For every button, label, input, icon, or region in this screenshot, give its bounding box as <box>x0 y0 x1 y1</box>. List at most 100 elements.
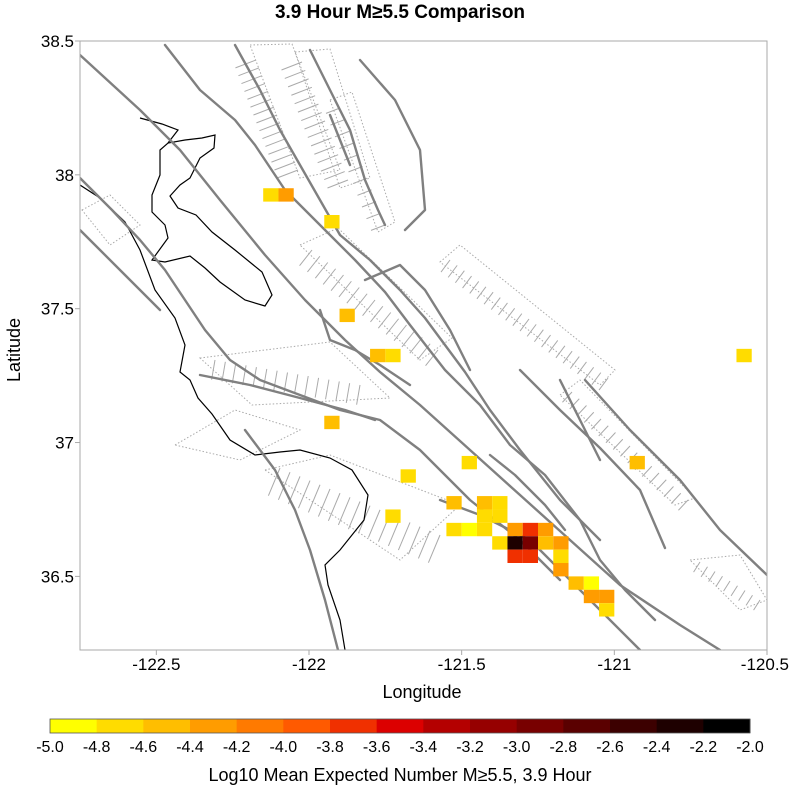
forecast-cell <box>522 522 538 537</box>
forecast-cell <box>492 509 508 523</box>
colorbar-tick-label: -2.8 <box>550 739 578 756</box>
forecast-cell <box>339 308 355 323</box>
hatch-north-2 <box>281 61 349 189</box>
forecast-cell <box>461 455 477 470</box>
forecast-cell <box>599 603 615 617</box>
forecast-cell <box>446 522 462 537</box>
hatch-mark <box>476 286 487 300</box>
hatch-mark <box>274 161 296 171</box>
plot-background <box>80 41 767 650</box>
fault-zone-santa-cruz <box>173 409 302 461</box>
hatch-mark <box>738 590 746 601</box>
hatch-mark <box>327 492 341 521</box>
forecast-cell <box>553 563 569 577</box>
hatch-mark <box>708 571 716 582</box>
forecast-cell <box>553 536 569 550</box>
hatch-mark <box>307 255 321 273</box>
hatch-mark <box>583 411 595 423</box>
hatch-southeast <box>693 561 761 611</box>
hatch-mark <box>267 467 281 496</box>
hatch-mark <box>277 169 299 179</box>
fault-zone-north-1 <box>249 43 341 179</box>
colorbar-swatch <box>656 719 704 733</box>
fault-greenville <box>358 58 427 232</box>
hatch-mark <box>293 374 299 395</box>
hatch-mark <box>287 78 309 88</box>
hatch-mark <box>598 377 609 391</box>
forecast-cell <box>476 496 493 510</box>
colorbar-swatch <box>236 719 284 733</box>
forecast-cell <box>629 455 645 470</box>
fault-monterey-bay <box>80 228 162 312</box>
hatch-mark <box>221 361 226 382</box>
hatch-mark <box>366 212 381 220</box>
colorbar-swatch <box>563 719 611 733</box>
colorbar-tick-label: -2.4 <box>643 739 671 756</box>
hatch-mark <box>584 366 595 380</box>
hatch-mark <box>417 530 431 559</box>
colorbar-swatch <box>376 719 424 733</box>
hatch-mark <box>663 486 674 498</box>
hatch-mark <box>577 361 587 375</box>
hatch-mark <box>407 526 421 555</box>
colorbar-tick-label: -5.0 <box>36 739 64 756</box>
hatch-mark <box>271 153 293 163</box>
hatch-mark <box>427 534 441 563</box>
coastline-outer <box>80 184 369 650</box>
y-axis-label: Latitude <box>4 318 24 382</box>
forecast-cell <box>507 522 523 537</box>
hatch-mark <box>440 259 451 273</box>
hatch-mark <box>693 561 701 573</box>
hatch-mark <box>330 274 344 291</box>
hatch-mark <box>620 445 631 457</box>
hatch-mark <box>327 179 349 189</box>
hatch-mark <box>356 384 361 405</box>
colorbar <box>49 718 751 734</box>
forecast-cell <box>324 415 340 430</box>
hatch-mark <box>512 313 523 326</box>
colorbar-ticks: -5.0 -4.8 -4.6 -4.4 -4.2 -4.0 -3.8 -3.6 -3.4 -3.2… <box>36 739 764 756</box>
hatch-mark <box>555 345 566 359</box>
colorbar-swatch <box>96 719 144 733</box>
x-tick-label: -121.5 <box>438 655 486 674</box>
hatch-mark <box>338 280 352 298</box>
hatch-mark <box>409 337 423 354</box>
forecast-cell <box>385 348 401 363</box>
hatch-mark <box>397 522 411 551</box>
forecast-cell <box>461 522 477 537</box>
fault-sargent <box>488 453 567 532</box>
hatch-mark <box>247 90 269 100</box>
colorbar-swatch <box>143 719 191 733</box>
hatch-mark <box>377 312 392 329</box>
fault-zone-southeast <box>688 554 767 611</box>
hatch-mark <box>367 509 381 538</box>
hatch-mark <box>244 83 266 92</box>
hatch-mark <box>346 287 360 304</box>
hatch-mark <box>324 171 345 181</box>
hatch-mark <box>569 356 580 369</box>
hatch-mark <box>454 270 465 284</box>
fault-hayward <box>163 43 657 622</box>
hatch-mark <box>343 154 359 161</box>
forecast-cell <box>522 536 538 550</box>
y-tick-label: 36.5 <box>41 567 74 586</box>
forecast-cell <box>476 522 493 537</box>
colorbar-tick-label: -3.6 <box>363 739 391 756</box>
x-tick-label: -120.5 <box>741 655 789 674</box>
colorbar-swatch <box>610 719 658 733</box>
hatch-mark <box>591 372 602 385</box>
hatch-mark <box>541 334 551 348</box>
fault-san-andreas-creeping <box>438 498 642 650</box>
colorbar-swatch <box>190 719 238 733</box>
map-plot-area <box>79 40 768 651</box>
hatch-mark <box>569 398 580 410</box>
y-tick-label: 37 <box>55 434 74 453</box>
forecast-cell <box>446 496 462 510</box>
fault-great-valley <box>558 378 602 462</box>
hatch-mark <box>284 69 306 79</box>
hatch-mark <box>598 425 609 437</box>
fault-monte-vista <box>318 308 412 387</box>
x-tick-label: -122 <box>292 655 326 674</box>
hatch-mark <box>314 377 320 398</box>
hatch-mark <box>281 61 303 71</box>
